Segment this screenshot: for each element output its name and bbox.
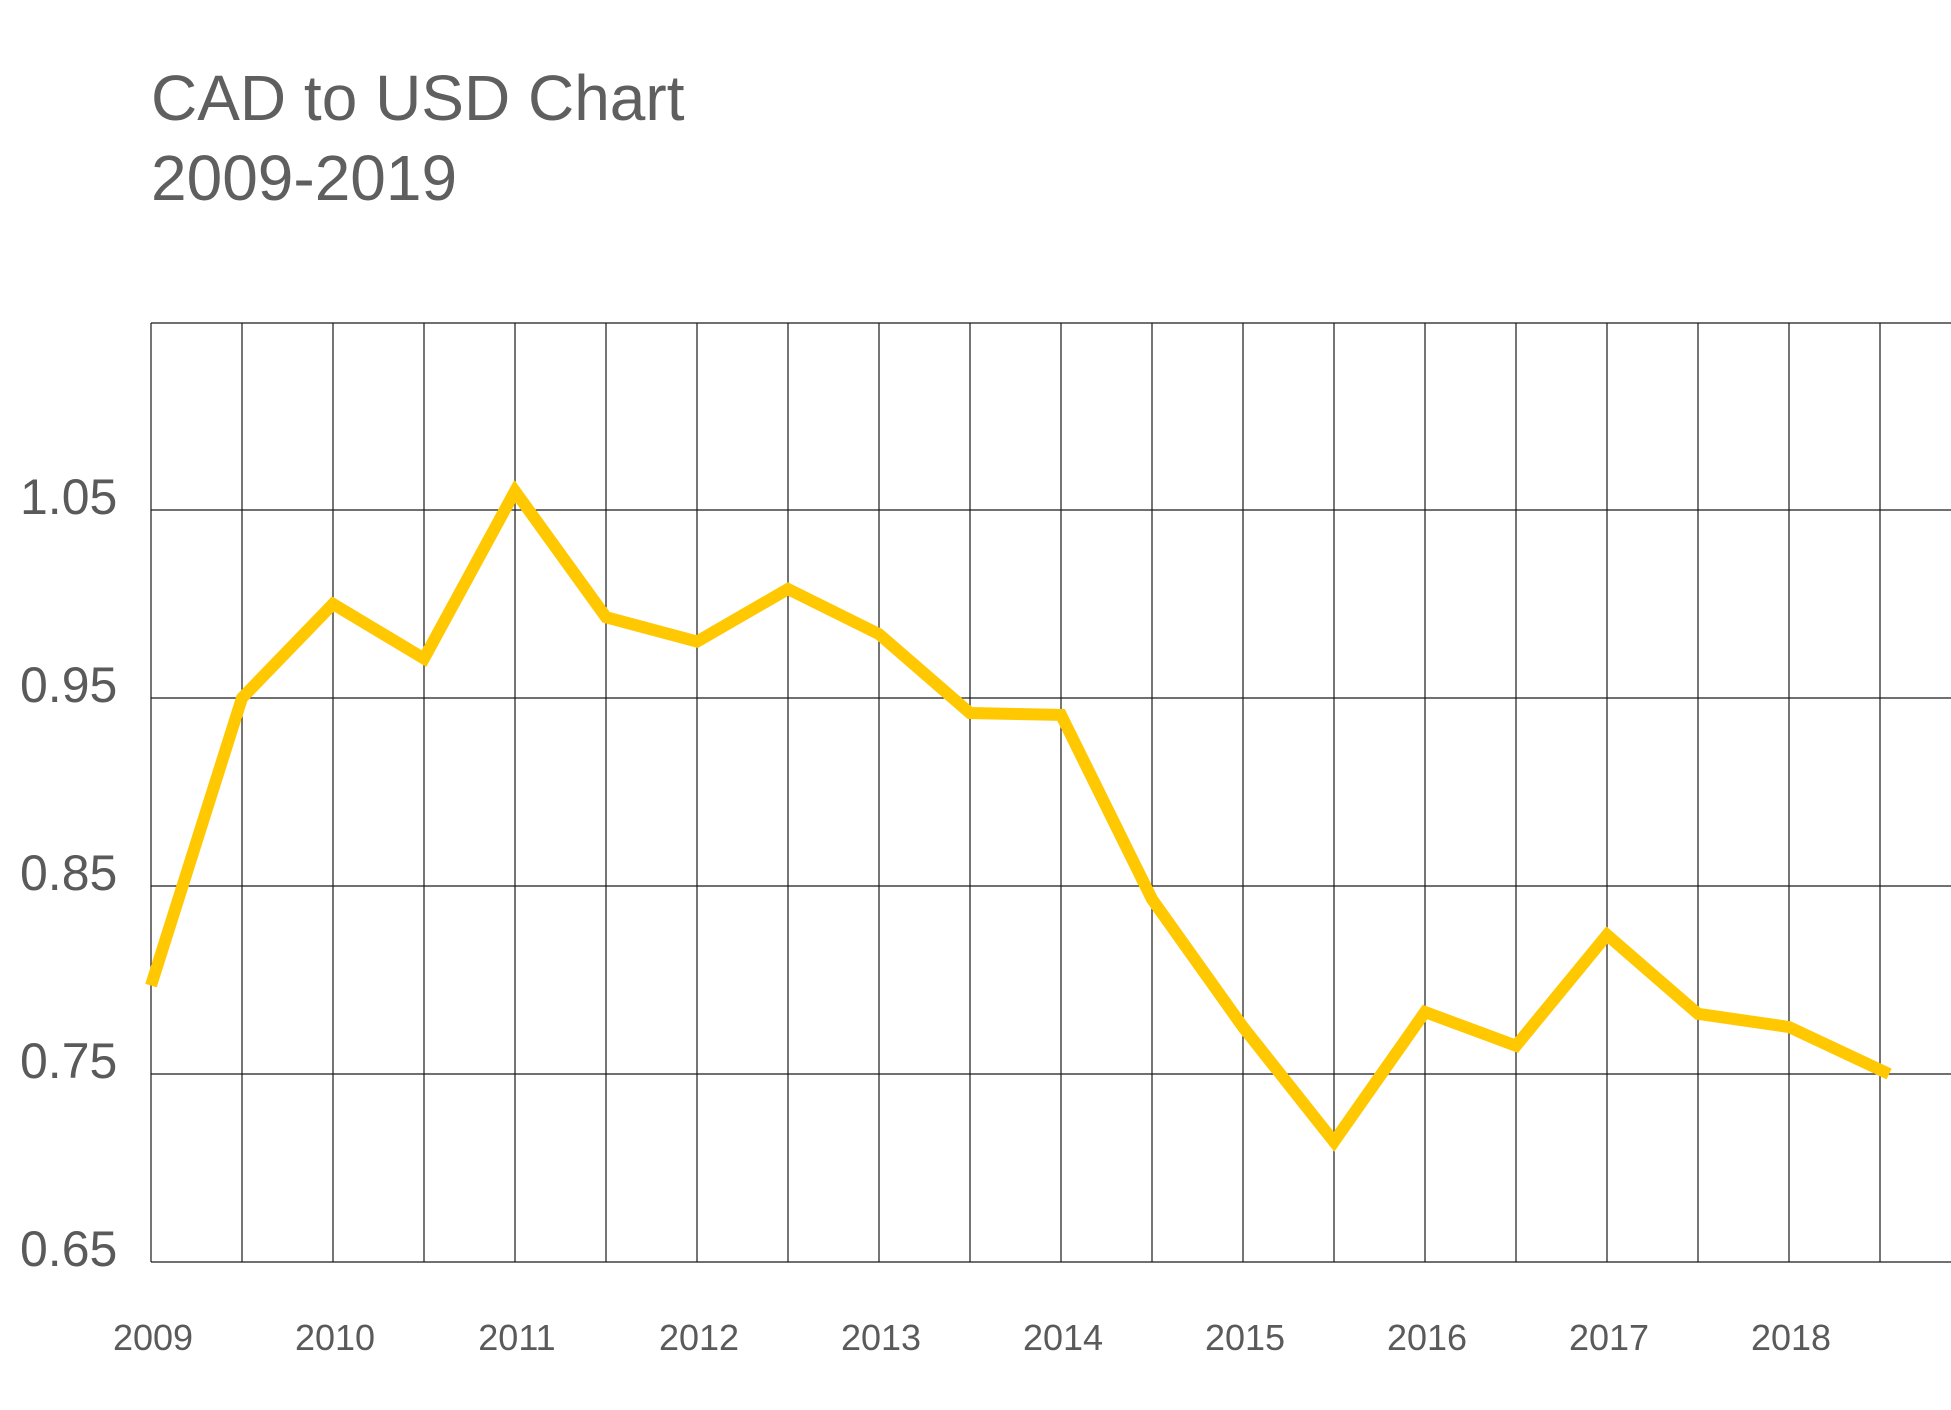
x-tick-label: 2013 xyxy=(841,1317,921,1358)
y-tick-label: 1.05 xyxy=(20,469,117,525)
x-tick-label: 2018 xyxy=(1751,1317,1831,1358)
chart-title: CAD to USD Chart 2009-2019 xyxy=(151,58,684,218)
x-tick-label: 2010 xyxy=(295,1317,375,1358)
x-tick-label: 2015 xyxy=(1205,1317,1285,1358)
x-tick-label: 2011 xyxy=(478,1317,555,1358)
x-tick-label: 2016 xyxy=(1387,1317,1467,1358)
x-tick-label: 2014 xyxy=(1023,1317,1103,1358)
y-tick-label: 0.85 xyxy=(20,845,117,901)
x-tick-label: 2012 xyxy=(659,1317,739,1358)
x-tick-label: 2009 xyxy=(113,1317,193,1358)
x-tick-label: 2017 xyxy=(1569,1317,1649,1358)
chart-title-line-1: CAD to USD Chart xyxy=(151,62,685,134)
y-tick-label: 0.95 xyxy=(20,657,117,713)
chart-title-line-2: 2009-2019 xyxy=(151,142,458,214)
y-tick-label: 0.75 xyxy=(20,1033,117,1089)
series-line xyxy=(145,479,1892,1152)
y-tick-label: 0.65 xyxy=(20,1221,117,1277)
